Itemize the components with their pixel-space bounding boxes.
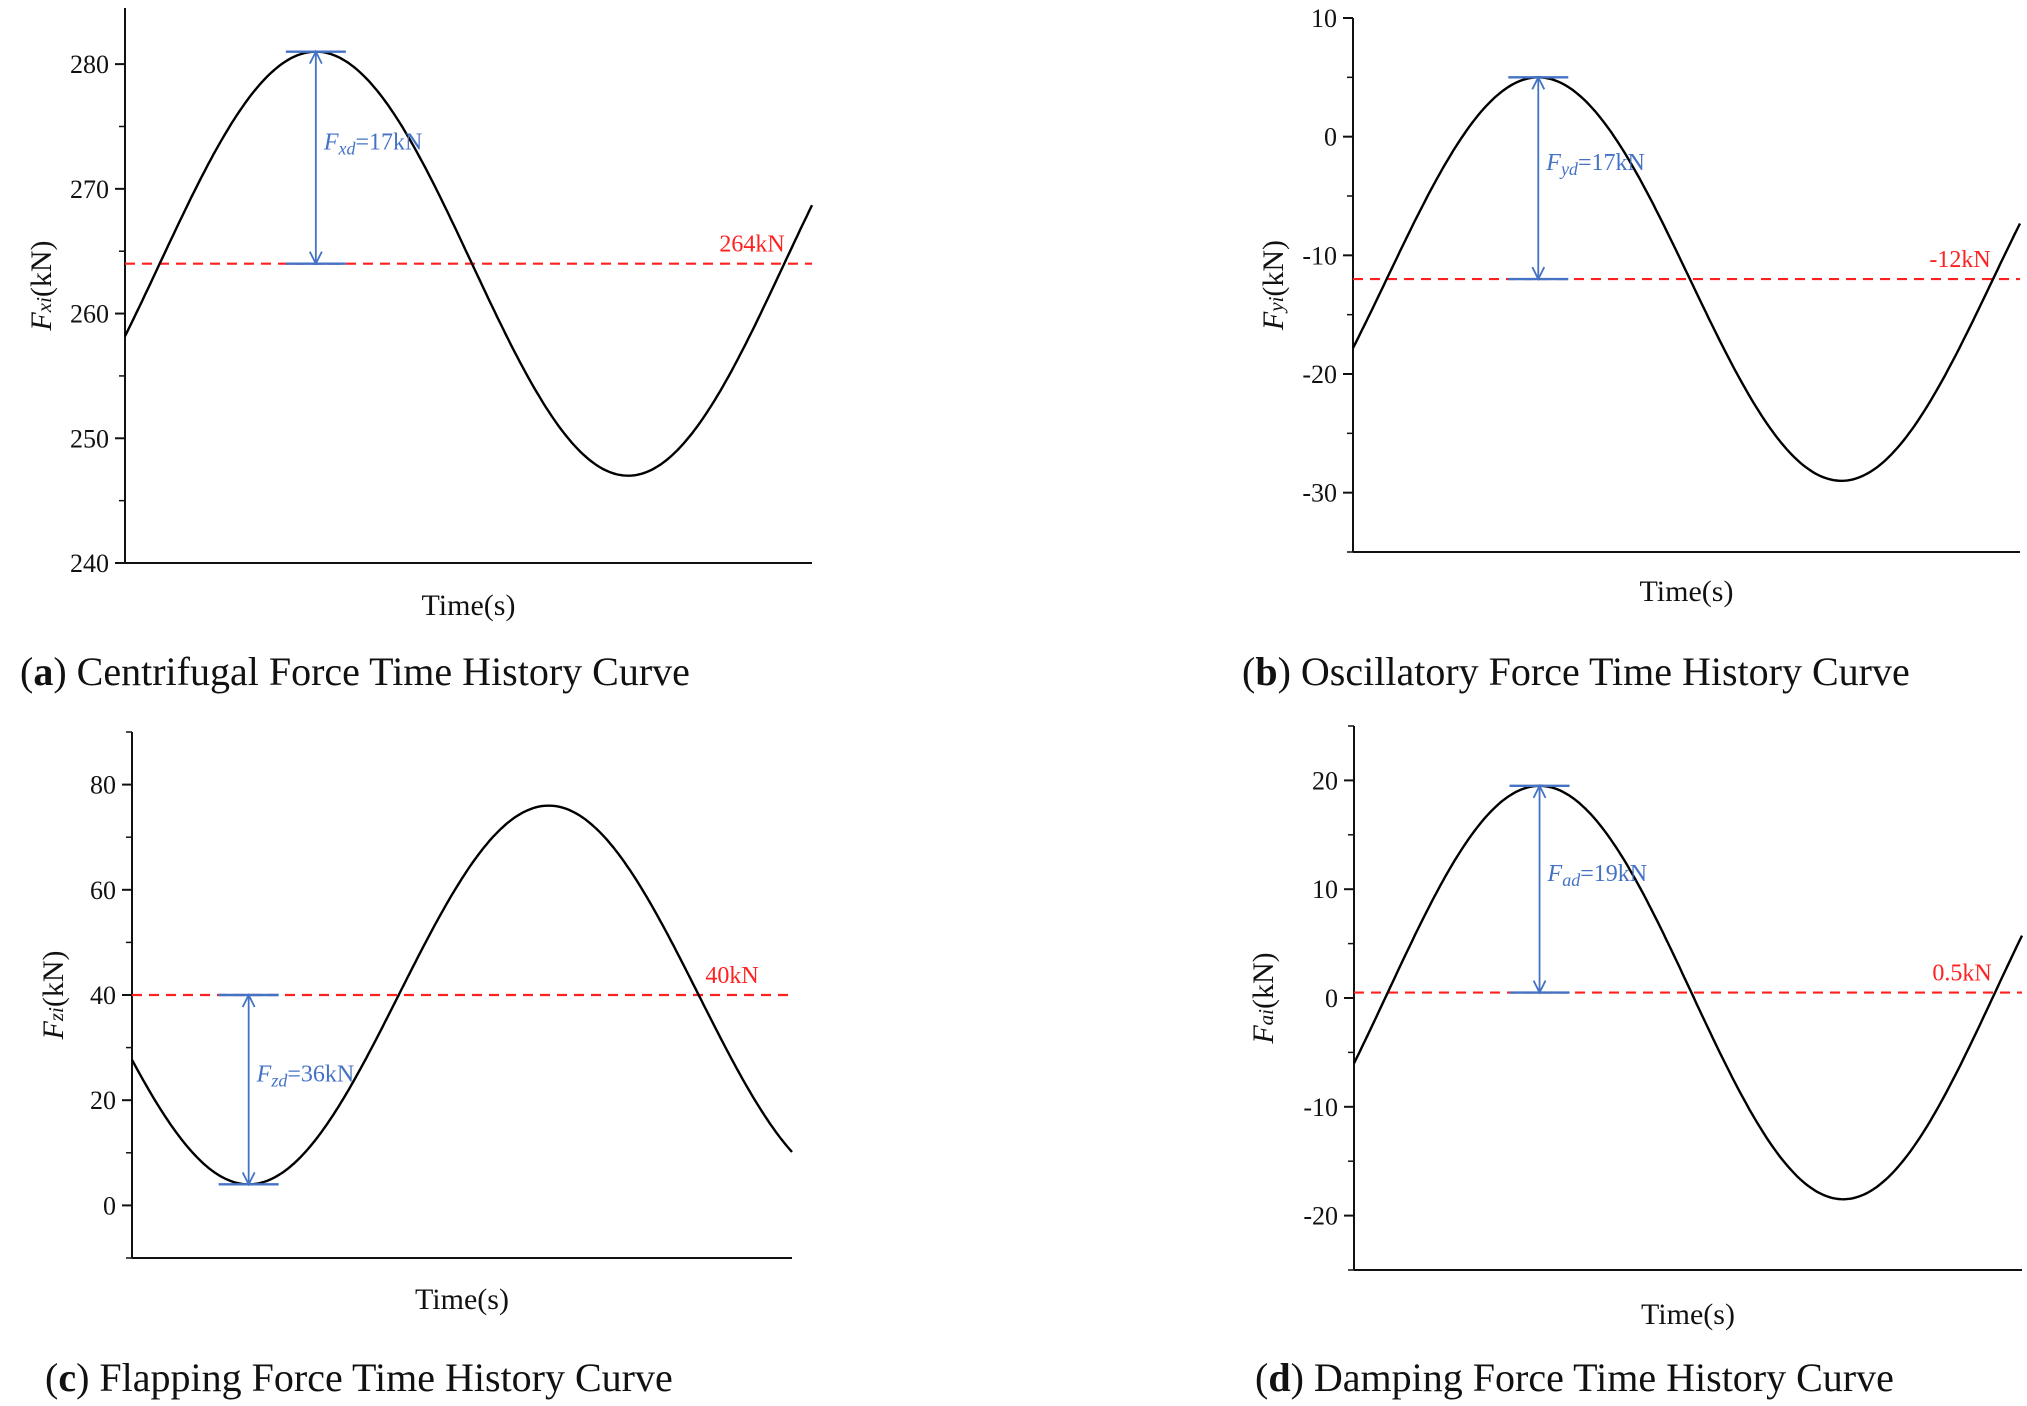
- x-axis-label: Time(s): [1640, 575, 1734, 608]
- amplitude-label: Fxd=17kN: [323, 130, 423, 159]
- x-axis-label: Time(s): [415, 1283, 509, 1316]
- y-axis-label: Fai(kN): [1247, 952, 1280, 1044]
- time-history-curve: [123, 50, 814, 477]
- y-tick-label: -10: [1302, 241, 1337, 270]
- reference-label: -12kN: [1929, 247, 1990, 273]
- chart-panel-d: -20 -10 0 10 20 Time(s) Fai(kN) 0.5kN Fad=19kN (d…: [1247, 725, 2024, 1400]
- y-tick-label: 240: [70, 549, 109, 578]
- y-tick-label: 0: [103, 1191, 116, 1220]
- amplitude-arrowhead-mean: [241, 992, 256, 1008]
- y-tick-label: 260: [70, 300, 109, 329]
- y-tick-label: 250: [70, 424, 109, 453]
- y-tick-label: 80: [90, 771, 116, 800]
- x-axis-label: Time(s): [422, 589, 516, 622]
- amplitude-arrowhead-mean: [1532, 980, 1547, 995]
- panel-caption: (c) Flapping Force Time History Curve: [45, 1355, 673, 1400]
- chart-panel-a: 240 250 260 270 280 Time(s) Fxi(kN) 264kN Fxd=17…: [20, 8, 814, 694]
- y-tick-label: -20: [1302, 360, 1337, 389]
- time-history-curve: [1351, 76, 2022, 482]
- y-tick-label: 20: [90, 1086, 116, 1115]
- y-tick-label: -30: [1302, 479, 1337, 508]
- y-tick-label: 0: [1325, 984, 1338, 1013]
- amplitude-arrowhead-peak: [309, 49, 323, 65]
- amplitude-marker: Fad=19kN: [1509, 783, 1648, 995]
- x-axis-label: Time(s): [1641, 1298, 1735, 1331]
- amplitude-arrowhead-peak: [1531, 75, 1546, 90]
- y-tick-label: 280: [70, 50, 109, 79]
- amplitude-arrowhead-mean: [309, 251, 323, 266]
- y-tick-label: 0: [1324, 123, 1337, 152]
- amplitude-arrowhead-peak: [1532, 783, 1547, 799]
- y-tick-label: -10: [1303, 1093, 1338, 1122]
- y-tick-label: 10: [1311, 4, 1337, 33]
- panel-caption: (a) Centrifugal Force Time History Curve: [20, 649, 690, 694]
- amplitude-label: Fyd=17kN: [1545, 150, 1645, 179]
- reference-label: 40kN: [705, 963, 758, 989]
- reference-label: 0.5kN: [1932, 961, 1991, 987]
- panel-caption: (b) Oscillatory Force Time History Curve: [1242, 649, 1910, 694]
- y-tick-label: 270: [70, 175, 109, 204]
- panel-caption: (d) Damping Force Time History Curve: [1255, 1355, 1894, 1400]
- amplitude-arrowhead-peak: [241, 1171, 256, 1187]
- amplitude-arrowhead-mean: [1531, 266, 1546, 282]
- y-tick-label: 10: [1312, 875, 1338, 904]
- reference-label: 264kN: [719, 232, 784, 258]
- amplitude-marker: Fzd=36kN: [218, 992, 355, 1187]
- y-axis-label: Fzi(kN): [37, 951, 70, 1041]
- y-tick-label: 60: [90, 876, 116, 905]
- y-tick-label: -20: [1303, 1202, 1338, 1231]
- amplitude-marker: Fyd=17kN: [1508, 75, 1645, 282]
- chart-panel-c: 0 20 40 60 80 Time(s) Fzi(kN) 40kN Fzd=36kN (c) F…: [37, 731, 793, 1400]
- y-tick-label: 20: [1312, 766, 1338, 795]
- y-tick-label: 40: [90, 981, 116, 1010]
- chart-panel-b: -30 -20 -10 0 10 Time(s) Fyi(kN) -12kN Fyd=17kN (…: [1242, 4, 2022, 694]
- amplitude-label: Fad=19kN: [1547, 861, 1648, 890]
- amplitude-marker: Fxd=17kN: [285, 49, 423, 266]
- y-axis-label: Fxi(kN): [25, 240, 58, 331]
- amplitude-label: Fzd=36kN: [256, 1062, 355, 1091]
- y-axis-label: Fyi(kN): [1257, 240, 1290, 331]
- time-history-curve: [1352, 784, 2024, 1201]
